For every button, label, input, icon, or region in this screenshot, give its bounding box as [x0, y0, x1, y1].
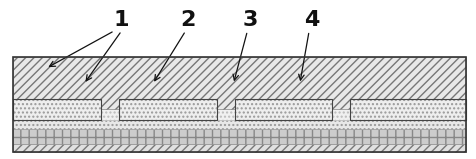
Text: 4: 4 [304, 10, 319, 30]
Bar [12, 108, 466, 120]
Bar [12, 99, 101, 120]
Bar [12, 57, 466, 108]
Bar [12, 120, 466, 129]
Bar [12, 57, 466, 152]
Bar [350, 99, 466, 120]
Bar [235, 99, 332, 120]
Text: 1: 1 [114, 10, 129, 30]
Bar [119, 99, 217, 120]
Bar [12, 129, 466, 144]
Bar [119, 99, 217, 120]
Bar [235, 99, 332, 120]
Text: 2: 2 [180, 10, 196, 30]
Bar [12, 99, 101, 120]
Bar [12, 144, 466, 152]
Bar [350, 99, 466, 120]
Text: 3: 3 [242, 10, 258, 30]
